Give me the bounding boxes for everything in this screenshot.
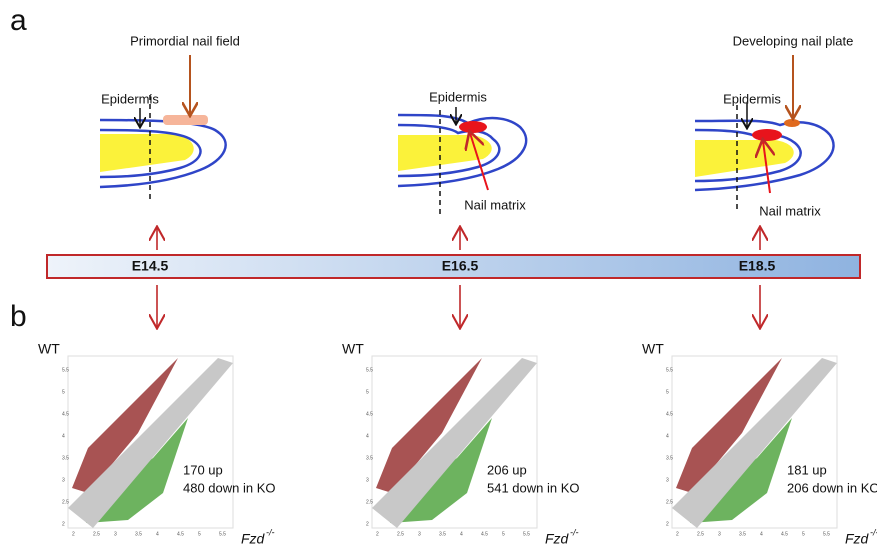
x-tick-label: 4 [156, 531, 159, 537]
x-tick-label: 4.5 [781, 531, 788, 537]
y-axis-label: WT [342, 341, 364, 357]
y-tick-label: 2.5 [666, 499, 673, 505]
x-tick-label: 5.5 [219, 531, 226, 537]
y-tick-label: 5 [62, 389, 65, 395]
y-tick-label: 4 [666, 433, 669, 439]
label: Primordial nail field [130, 33, 240, 48]
y-tick-label: 2.5 [62, 499, 69, 505]
up-count: 181 up [787, 462, 827, 477]
label: Nail matrix [464, 197, 526, 212]
y-tick-label: 4 [366, 433, 369, 439]
x-tick-label: 2.5 [397, 531, 404, 537]
label: Developing nail plate [733, 33, 854, 48]
down-count: 480 down in KO [183, 480, 276, 495]
y-axis-label: WT [38, 341, 60, 357]
y-tick-label: 2 [62, 521, 65, 527]
y-tick-label: 2 [366, 521, 369, 527]
diagram [694, 55, 835, 210]
x-axis-label: Fzd [241, 531, 266, 547]
x-tick-label: 3.5 [439, 531, 446, 537]
y-tick-label: 5.5 [366, 367, 373, 373]
x-tick-label: 2.5 [697, 531, 704, 537]
y-tick-label: 3 [666, 477, 669, 483]
panel-label: b [10, 300, 27, 333]
down-count: 206 down in KO [787, 480, 877, 495]
x-tick-label: 5 [802, 531, 805, 537]
label: Epidermis [723, 91, 781, 106]
x-axis-label: Fzd [545, 531, 570, 547]
y-tick-label: 5.5 [666, 367, 673, 373]
x-tick-label: 2 [376, 531, 379, 537]
diagram [99, 55, 227, 200]
y-tick-label: 5 [366, 389, 369, 395]
stage-label: E16.5 [442, 258, 479, 274]
y-tick-label: 2 [666, 521, 669, 527]
y-tick-label: 4 [62, 433, 65, 439]
x-tick-label: 3.5 [135, 531, 142, 537]
y-tick-label: 3 [62, 477, 65, 483]
y-tick-label: 5.5 [62, 367, 69, 373]
y-tick-label: 3.5 [666, 455, 673, 461]
x-tick-label: 4 [760, 531, 763, 537]
y-tick-label: 3.5 [366, 455, 373, 461]
y-tick-label: 5 [666, 389, 669, 395]
up-count: 170 up [183, 462, 223, 477]
x-tick-label: 2 [676, 531, 679, 537]
x-tick-label: 3 [718, 531, 721, 537]
up-count: 206 up [487, 462, 527, 477]
y-axis-label: WT [642, 341, 664, 357]
label: Epidermis [429, 89, 487, 104]
x-axis-label-sup: -/- [266, 527, 275, 537]
y-tick-label: 4.5 [666, 411, 673, 417]
gray-cloud [672, 358, 837, 528]
x-tick-label: 3 [114, 531, 117, 537]
scatter-plot: 2 2.5 3 3.5 4 4.5 5 5.5 2 2.5 3 3.5 4 4.5 5 5.5 WT Fzd-/-… [38, 341, 276, 547]
up-cloud [676, 358, 782, 493]
arrows [157, 228, 760, 327]
y-tick-label: 2.5 [366, 499, 373, 505]
x-axis-label: Fzd [845, 531, 870, 547]
y-tick-label: 4.5 [62, 411, 69, 417]
x-axis-label-sup: -/- [570, 527, 579, 537]
y-tick-label: 4.5 [366, 411, 373, 417]
y-tick-label: 3.5 [62, 455, 69, 461]
x-tick-label: 4.5 [481, 531, 488, 537]
x-tick-label: 5 [502, 531, 505, 537]
gray-cloud [372, 358, 537, 528]
stage-label: E18.5 [739, 258, 776, 274]
label: Epidermis [101, 91, 159, 106]
gray-cloud [68, 358, 233, 528]
diagram [397, 107, 528, 215]
down-count: 541 down in KO [487, 480, 580, 495]
x-tick-label: 5 [198, 531, 201, 537]
stage-label: E14.5 [132, 258, 169, 274]
scatter-plot: 2 2.5 3 3.5 4 4.5 5 5.5 2 2.5 3 3.5 4 4.5 5 5.5 WT Fzd-/-… [342, 341, 580, 547]
timeline [46, 254, 861, 279]
x-tick-label: 3 [418, 531, 421, 537]
x-axis-label-sup: -/- [870, 527, 877, 537]
x-tick-label: 5.5 [523, 531, 530, 537]
up-cloud [72, 358, 178, 493]
up-cloud [376, 358, 482, 493]
y-tick-label: 3 [366, 477, 369, 483]
label: Nail matrix [759, 203, 821, 218]
x-tick-label: 4 [460, 531, 463, 537]
x-tick-label: 4.5 [177, 531, 184, 537]
scatter-plot: 2 2.5 3 3.5 4 4.5 5 5.5 2 2.5 3 3.5 4 4.5 5 5.5 WT Fzd-/-… [642, 341, 877, 547]
x-tick-label: 2 [72, 531, 75, 537]
x-tick-label: 3.5 [739, 531, 746, 537]
x-tick-label: 2.5 [93, 531, 100, 537]
x-tick-label: 5.5 [823, 531, 830, 537]
panel-label: a [10, 4, 27, 37]
